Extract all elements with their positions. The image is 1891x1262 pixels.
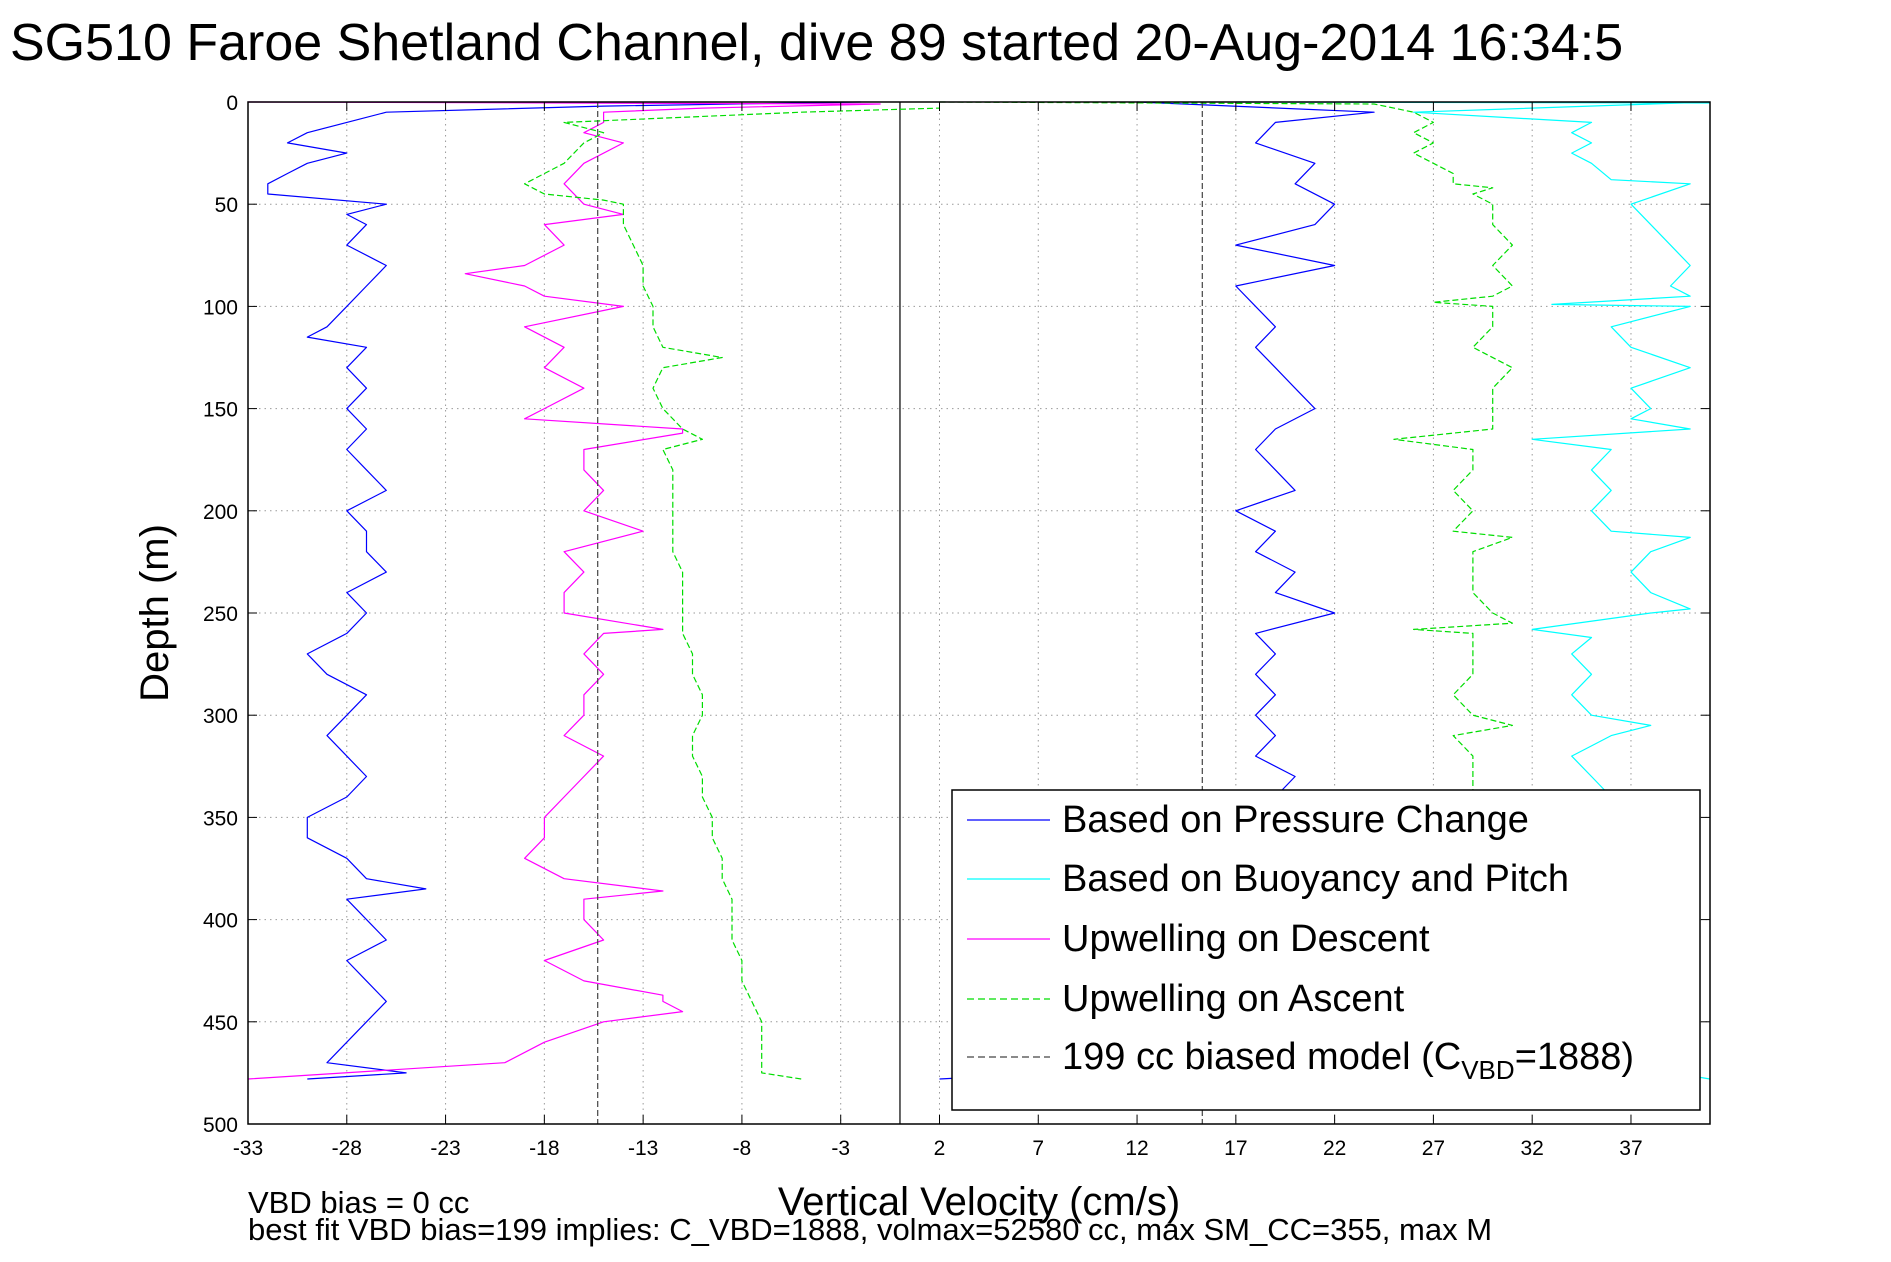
legend-label-buoyancy: Based on Buoyancy and Pitch — [1062, 858, 1569, 900]
x-tick-label: 27 — [1422, 1137, 1445, 1160]
legend-model-prefix: 199 cc biased model (C — [1062, 1036, 1461, 1078]
legend-model-sub: VBD — [1461, 1055, 1514, 1085]
x-tick-label: 12 — [1125, 1137, 1148, 1160]
best-fit-note: best fit VBD bias=199 implies: C_VBD=188… — [248, 1212, 1492, 1247]
series-upwelling-on-ascent-descent-line — [523, 107, 940, 1080]
legend-label-pressure: Based on Pressure Change — [1062, 799, 1529, 841]
y-tick-label: 0 — [226, 92, 238, 115]
chart-title: SG510 Faroe Shetland Channel, dive 89 st… — [10, 14, 1623, 72]
legend-label-descent: Upwelling on Descent — [1062, 918, 1430, 960]
legend: Based on Pressure Change Based on Buoyan… — [951, 789, 1701, 1111]
x-tick-label: 32 — [1521, 1137, 1544, 1160]
x-tick-label: 22 — [1323, 1137, 1346, 1160]
x-axis-label: Vertical Velocity (cm/s) — [778, 1180, 1180, 1224]
x-tick-label: -23 — [430, 1137, 460, 1160]
y-axis-label: Depth (m) — [133, 524, 177, 702]
series-upwelling-on-ascent-ascent-line — [939, 101, 1514, 808]
x-tick-label: 2 — [934, 1137, 946, 1160]
y-tick-label: 400 — [203, 910, 238, 933]
legend-label-model: 199 cc biased model (CVBD=1888) — [1062, 1036, 1634, 1085]
y-tick-label: 450 — [203, 1012, 238, 1035]
x-tick-label: -8 — [733, 1137, 752, 1160]
y-tick-label: 50 — [215, 194, 238, 217]
series-upwelling-on-descent-line — [247, 101, 881, 1080]
x-tick-label: -13 — [628, 1137, 658, 1160]
y-tick-label: 250 — [203, 603, 238, 626]
vbd-bias-note: VBD bias = 0 cc — [248, 1185, 469, 1220]
x-tick-label: -18 — [529, 1137, 559, 1160]
y-tick-label: 500 — [203, 1114, 238, 1137]
legend-label-ascent: Upwelling on Ascent — [1062, 978, 1405, 1020]
y-tick-label: 200 — [203, 501, 238, 524]
x-tick-label: -28 — [332, 1137, 362, 1160]
x-tick-label: 7 — [1032, 1137, 1044, 1160]
legend-model-suffix: =1888) — [1515, 1036, 1634, 1078]
axis-ticks: -33 -28 -23 -18 -13 -8 -3 2 7 12 17 22 27 32 370501001… — [203, 92, 1710, 1160]
y-tick-label: 350 — [203, 807, 238, 830]
y-tick-label: 100 — [203, 296, 238, 319]
x-tick-label: 37 — [1619, 1137, 1642, 1160]
series-based-on-pressure-change-descent-line — [267, 101, 861, 1080]
x-tick-label: -3 — [831, 1137, 850, 1160]
y-tick-label: 150 — [203, 399, 238, 422]
legend-box — [951, 789, 1701, 1111]
y-tick-label: 300 — [203, 705, 238, 728]
x-tick-label: 17 — [1224, 1137, 1247, 1160]
x-tick-label: -33 — [233, 1137, 263, 1160]
